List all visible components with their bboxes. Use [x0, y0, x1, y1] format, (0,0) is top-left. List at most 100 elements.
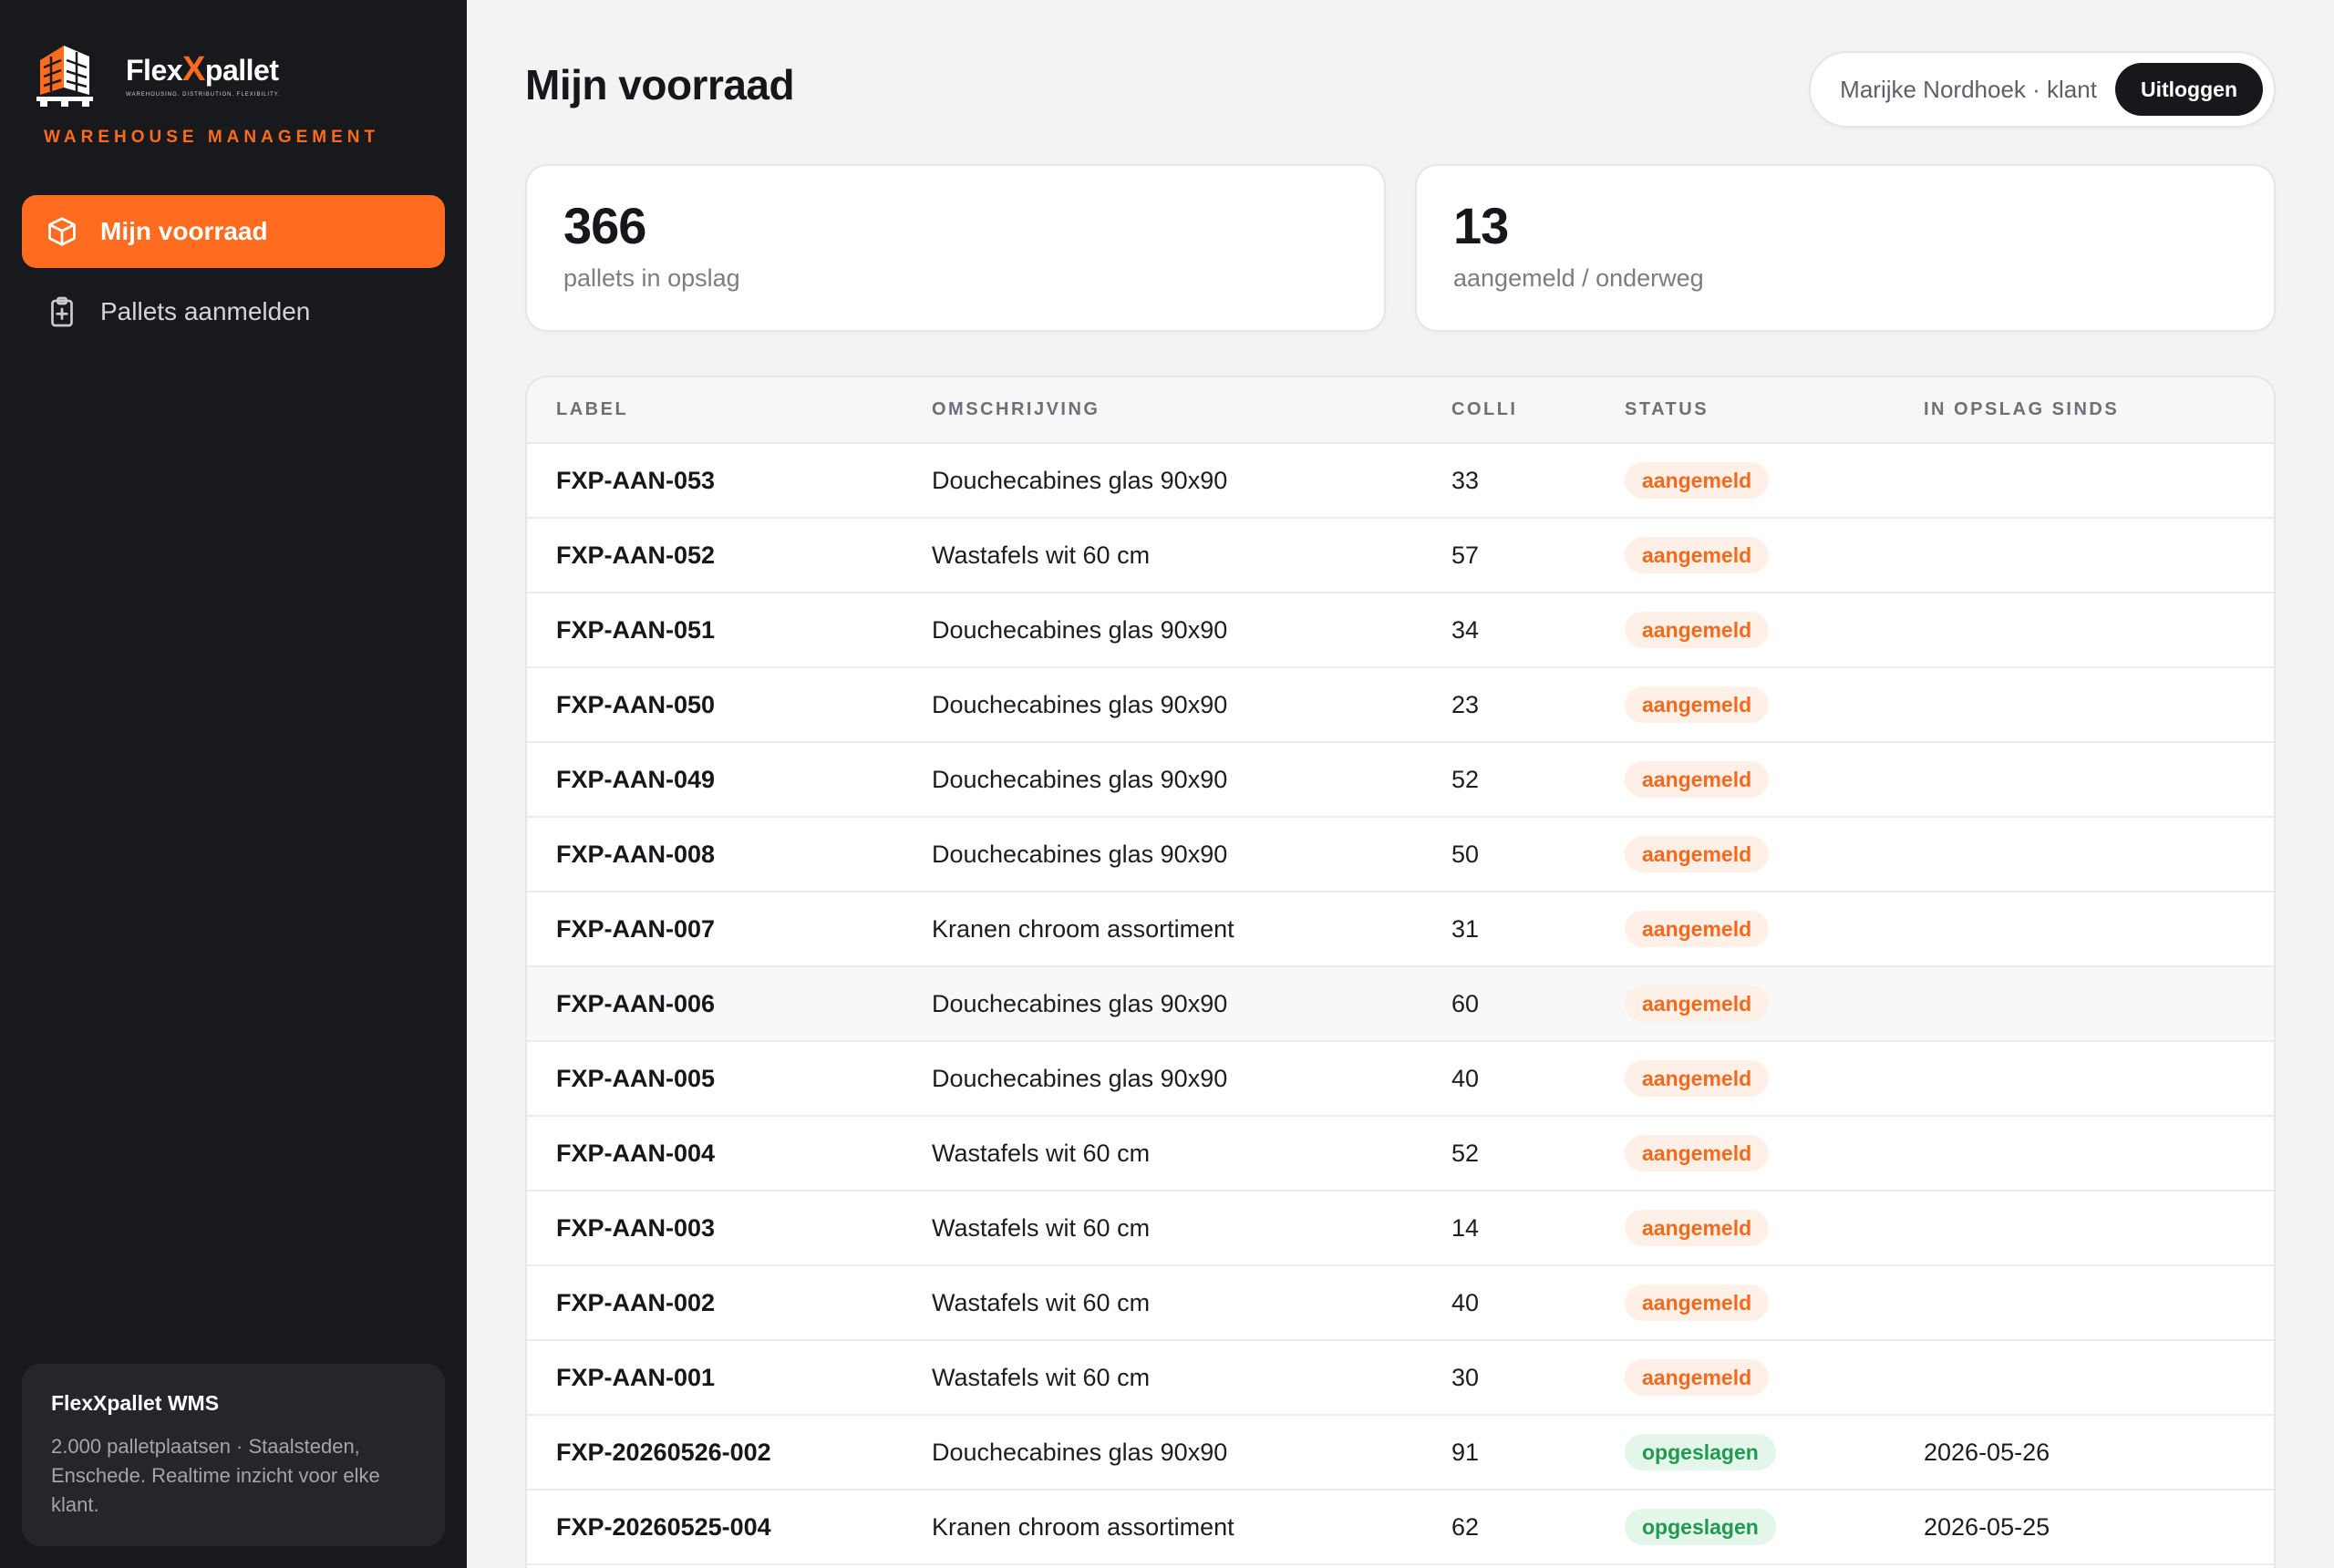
cell-omschrijving: Douchecabines glas 90x90 [932, 1041, 1451, 1117]
status-badge: aangemeld [1625, 1135, 1770, 1171]
cell-colli: 50 [1451, 817, 1625, 892]
cell-status: aangemeld [1625, 593, 1924, 668]
cell-colli: 62 [1451, 1490, 1625, 1565]
inventory-table-card: LABEL OMSCHRIJVING COLLI STATUS IN OPSLA… [525, 376, 2276, 1568]
cell-omschrijving: Wastafels wit 60 cm [932, 518, 1451, 593]
info-card: FlexXpallet WMS 2.000 palletplaatsen · S… [22, 1364, 445, 1546]
status-badge: aangemeld [1625, 761, 1770, 798]
cell-status: aangemeld [1625, 443, 1924, 519]
status-badge: aangemeld [1625, 612, 1770, 648]
cell-omschrijving: Douchecabines glas 90x90 [932, 443, 1451, 519]
status-badge: aangemeld [1625, 985, 1770, 1022]
cell-omschrijving: Wastafels wit 60 cm [932, 1191, 1451, 1266]
table-row[interactable]: FXP-AAN-005 Douchecabines glas 90x90 40 aan… [527, 1041, 2274, 1117]
cell-status: opgeslagen [1625, 1415, 1924, 1491]
cell-status: aangemeld [1625, 1116, 1924, 1191]
page-title: Mijn voorraad [525, 61, 795, 108]
cell-in-opslag-sinds [1924, 1564, 2274, 1568]
table-row[interactable]: FXP-AAN-006 Douchecabines glas 90x90 60 aan… [527, 966, 2274, 1042]
cell-in-opslag-sinds [1924, 1265, 2274, 1341]
cell-omschrijving: Douchecabines glas 90x90 [932, 593, 1451, 668]
cell-in-opslag-sinds [1924, 742, 2274, 818]
cell-status: aangemeld [1625, 1340, 1924, 1416]
table-row[interactable]: FXP-AAN-008 Douchecabines glas 90x90 50 aan… [527, 817, 2274, 892]
cell-status: aangemeld [1625, 1265, 1924, 1341]
nav-item-label: Mijn voorraad [100, 217, 268, 245]
cell-colli: 52 [1451, 1116, 1625, 1191]
cell-colli: 14 [1451, 1191, 1625, 1266]
cell-omschrijving: Wastafels wit 60 cm [932, 1265, 1451, 1341]
cell-in-opslag-sinds [1924, 667, 2274, 743]
cell-label: FXP-AAN-052 [527, 518, 932, 593]
status-badge: aangemeld [1625, 1284, 1770, 1321]
table-row[interactable]: FXP-AAN-004 Wastafels wit 60 cm 52 aangemel… [527, 1116, 2274, 1191]
cell-label: FXP-AAN-006 [527, 966, 932, 1042]
cell-label: FXP-AAN-053 [527, 443, 932, 519]
brand-name: FlexXpallet [126, 50, 279, 88]
table-header-row: LABEL OMSCHRIJVING COLLI STATUS IN OPSLA… [527, 377, 2274, 444]
cell-colli: 40 [1451, 1041, 1625, 1117]
cell-omschrijving: Wastafels wit 60 cm [932, 1116, 1451, 1191]
cell-omschrijving: Douchecabines glas 90x90 [932, 817, 1451, 892]
status-badge: opgeslagen [1625, 1509, 1776, 1545]
cell-in-opslag-sinds [1924, 593, 2274, 668]
user-menu: Marijke Nordhoek · klant Uitloggen [1809, 51, 2276, 128]
table-row[interactable] [527, 1564, 2274, 1568]
user-name: Marijke Nordhoek · klant [1840, 75, 2097, 103]
cell-label: FXP-AAN-051 [527, 593, 932, 668]
cell-colli: 52 [1451, 742, 1625, 818]
column-header-omschrijving[interactable]: OMSCHRIJVING [932, 377, 1451, 444]
cell-in-opslag-sinds [1924, 892, 2274, 967]
status-badge: aangemeld [1625, 1060, 1770, 1097]
status-badge: aangemeld [1625, 911, 1770, 947]
status-badge: aangemeld [1625, 836, 1770, 872]
cell-label: FXP-AAN-005 [527, 1041, 932, 1117]
table-row[interactable]: FXP-AAN-001 Wastafels wit 60 cm 30 aangemel… [527, 1340, 2274, 1416]
cell-in-opslag-sinds [1924, 1340, 2274, 1416]
nav-item-pallets-aanmelden[interactable]: Pallets aanmelden [22, 275, 445, 348]
stat-card-in-opslag: 366 pallets in opslag [525, 164, 1386, 332]
logout-button[interactable]: Uitloggen [2114, 63, 2263, 116]
table-row[interactable]: FXP-AAN-007 Kranen chroom assortiment 31 aa… [527, 892, 2274, 967]
status-badge: aangemeld [1625, 1359, 1770, 1396]
cell-label: FXP-20260526-002 [527, 1415, 932, 1491]
table-row[interactable]: FXP-AAN-050 Douchecabines glas 90x90 23 aan… [527, 667, 2274, 743]
cell-status: aangemeld [1625, 1191, 1924, 1266]
cell-status [1625, 1564, 1924, 1568]
table-row[interactable]: FXP-AAN-053 Douchecabines glas 90x90 33 aan… [527, 443, 2274, 519]
sidebar: FlexXpallet WAREHOUSING. DISTRIBUTION. F… [0, 0, 467, 1568]
info-text: 2.000 palletplaatsen · Staalsteden, Ensc… [51, 1435, 380, 1516]
stat-card-aangemeld: 13 aangemeld / onderweg [1415, 164, 2276, 332]
column-header-in-opslag-sinds[interactable]: IN OPSLAG SINDS [1924, 377, 2274, 444]
table-row[interactable]: FXP-AAN-051 Douchecabines glas 90x90 34 aan… [527, 593, 2274, 668]
brand-logo[interactable]: FlexXpallet WAREHOUSING. DISTRIBUTION. F… [36, 40, 281, 109]
table-row[interactable]: FXP-20260525-004 Kranen chroom assortimen… [527, 1490, 2274, 1565]
nav-item-mijn-voorraad[interactable]: Mijn voorraad [22, 195, 445, 268]
info-title: FlexXpallet WMS [51, 1391, 220, 1415]
cell-in-opslag-sinds [1924, 1191, 2274, 1266]
cell-label: FXP-20260525-004 [527, 1490, 932, 1565]
stat-label: aangemeld / onderweg [1453, 264, 1704, 292]
column-header-colli[interactable]: COLLI [1451, 377, 1625, 444]
nav-item-label: Pallets aanmelden [100, 297, 311, 325]
column-header-label[interactable]: LABEL [527, 377, 932, 444]
cell-label: FXP-AAN-003 [527, 1191, 932, 1266]
stat-value: 366 [563, 197, 646, 254]
cell-label: FXP-AAN-049 [527, 742, 932, 818]
box-icon [46, 215, 78, 248]
column-header-status[interactable]: STATUS [1625, 377, 1924, 444]
table-row[interactable]: FXP-AAN-052 Wastafels wit 60 cm 57 aangemel… [527, 518, 2274, 593]
status-badge: aangemeld [1625, 537, 1770, 573]
status-badge: aangemeld [1625, 1210, 1770, 1246]
cell-omschrijving: Douchecabines glas 90x90 [932, 966, 1451, 1042]
cell-omschrijving [932, 1564, 1451, 1568]
cell-omschrijving: Kranen chroom assortiment [932, 892, 1451, 967]
table-row[interactable]: FXP-20260526-002 Douchecabines glas 90x90… [527, 1415, 2274, 1491]
table-row[interactable]: FXP-AAN-002 Wastafels wit 60 cm 40 aangemel… [527, 1265, 2274, 1341]
table-row[interactable]: FXP-AAN-003 Wastafels wit 60 cm 14 aangemel… [527, 1191, 2274, 1266]
cell-omschrijving: Wastafels wit 60 cm [932, 1340, 1451, 1416]
table-row[interactable]: FXP-AAN-049 Douchecabines glas 90x90 52 aan… [527, 742, 2274, 818]
cell-label: FXP-AAN-004 [527, 1116, 932, 1191]
cell-status: opgeslagen [1625, 1490, 1924, 1565]
status-badge: opgeslagen [1625, 1434, 1776, 1470]
